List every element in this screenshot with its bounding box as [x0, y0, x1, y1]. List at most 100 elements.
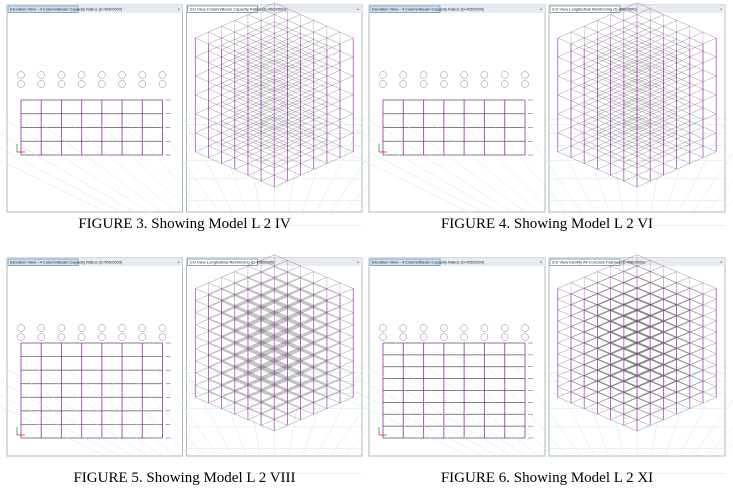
frame-beam [702, 337, 717, 344]
frame-beam [340, 282, 354, 289]
frame-beam [610, 364, 624, 371]
grid-bubble [98, 333, 106, 341]
frame-beam [636, 40, 651, 47]
frame-beam [610, 288, 624, 295]
frame-beam [300, 134, 314, 141]
frame-beam [570, 293, 585, 300]
frame-beam [623, 128, 638, 135]
frame-beam [610, 353, 624, 360]
frame-beam [650, 52, 664, 59]
frame-beam [247, 306, 262, 312]
frame-beam [636, 310, 651, 317]
frame-beam [247, 122, 262, 129]
ground-grid [678, 366, 728, 457]
frame-beam [274, 139, 288, 147]
frame-beam [636, 119, 651, 126]
frame-beam [234, 343, 248, 350]
frame-beam [261, 425, 275, 432]
frame-beam [636, 337, 651, 344]
frame-beam [221, 331, 235, 337]
frame-beam [570, 375, 585, 381]
frame-beam [221, 49, 235, 56]
frame-beam [261, 347, 275, 354]
frame-beam [610, 391, 624, 398]
frame-beam [326, 343, 341, 350]
frame-beam [287, 373, 301, 379]
frame-beam [610, 80, 624, 87]
frame-beam [221, 360, 235, 366]
frame-beam [689, 369, 704, 376]
frame-beam [300, 14, 314, 21]
frame-beam [287, 366, 301, 373]
frame-beam [234, 68, 248, 75]
frame-beam [313, 379, 327, 386]
frame-beam [313, 355, 327, 362]
frame-beam [247, 20, 262, 27]
frame-beam [274, 90, 288, 97]
frame-beam [326, 83, 341, 90]
frame-beam [326, 26, 341, 33]
frame-beam [610, 315, 624, 322]
frame-beam [597, 315, 611, 322]
frame-beam [650, 403, 664, 410]
frame-beam [274, 145, 288, 152]
frame-beam [676, 77, 690, 84]
frame-beam [247, 277, 262, 283]
tab [7, 258, 79, 266]
frame-beam [650, 80, 664, 87]
frame-beam [340, 343, 354, 350]
frame-beam [195, 56, 209, 63]
frame-beam [221, 126, 235, 133]
frame-beam [610, 119, 624, 126]
frame-beam [340, 69, 354, 77]
frame-beam [261, 254, 275, 261]
frame-beam [570, 43, 585, 50]
frame-beam [326, 132, 341, 139]
frame-beam [326, 120, 341, 128]
frame-beam [663, 43, 677, 50]
frame-beam [650, 369, 664, 376]
frame-beam [623, 56, 638, 63]
frame-beam [610, 33, 624, 40]
frame-beam [247, 397, 262, 404]
frame-beam [597, 75, 611, 82]
frame-beam [570, 299, 585, 306]
frame-beam [636, 126, 651, 133]
frame-beam [313, 342, 327, 349]
frame-beam [610, 419, 624, 426]
frame-beam [610, 93, 624, 100]
frame-beam [636, 277, 651, 283]
frame-beam [261, 364, 275, 371]
frame-beam [623, 353, 638, 360]
frame-beam [247, 83, 262, 90]
frame-beam [221, 318, 235, 324]
frame-beam [623, 31, 638, 39]
frame-beam [584, 358, 598, 365]
frame-beam [234, 14, 248, 21]
frame-beam [597, 364, 611, 371]
frame-beam [597, 109, 611, 116]
frame-beam [247, 378, 262, 385]
frame-beam [623, 320, 638, 327]
frame-beam [623, 65, 638, 72]
frame-beam [300, 402, 314, 409]
frame-beam [261, 103, 275, 110]
ground-grid [664, 366, 698, 457]
grid-bubble [98, 324, 106, 332]
frame-beam [274, 46, 288, 53]
frame-beam [313, 58, 327, 65]
frame-beam [650, 99, 664, 106]
grid-bubble [521, 80, 529, 88]
frame-beam [300, 49, 314, 56]
frame-beam [274, 37, 288, 44]
grid-bubble [77, 324, 86, 332]
frame-beam [274, 371, 288, 378]
frame-beam [313, 81, 327, 88]
frame-beam [261, 81, 275, 88]
frame-beam [326, 390, 341, 397]
frame-beam [663, 331, 677, 338]
frame-beam [676, 287, 690, 294]
frame-beam [340, 126, 354, 133]
frame-beam [636, 43, 651, 50]
frame-beam [584, 299, 598, 306]
